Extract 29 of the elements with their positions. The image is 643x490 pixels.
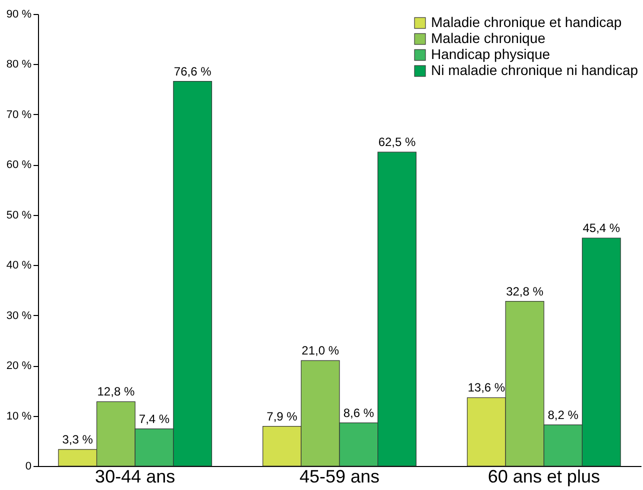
legend-label: Maladie chronique et handicap xyxy=(431,14,622,30)
x-tick-label: 45-59 ans xyxy=(299,466,380,486)
data-label: 62,5 % xyxy=(378,135,416,150)
data-label: 8,6 % xyxy=(343,406,374,420)
data-label: 12,8 % xyxy=(97,384,135,399)
data-label: 8,2 % xyxy=(548,408,579,422)
y-tick-label: 10 % xyxy=(6,410,32,422)
x-tick-label: 60 ans et plus xyxy=(488,466,600,486)
y-tick-label: 40 % xyxy=(6,260,32,272)
y-tick-label: 90 % xyxy=(6,8,32,20)
data-label: 21,0 % xyxy=(302,344,340,358)
x-tick-label: 30-44 ans xyxy=(95,466,176,486)
y-tick-label: 50 % xyxy=(6,209,32,222)
y-tick-label: 0 xyxy=(25,460,32,472)
data-label: 7,9 % xyxy=(266,409,298,424)
y-tick-label: 20 % xyxy=(6,360,32,372)
data-label: 13,6 % xyxy=(468,380,506,395)
legend-label: Maladie chronique xyxy=(431,30,546,46)
data-label: 76,6 % xyxy=(174,64,212,78)
data-label: 32,8 % xyxy=(506,284,544,298)
y-tick-label: 70 % xyxy=(6,108,32,121)
legend-label: Handicap physique xyxy=(431,46,550,62)
data-label: 3,3 % xyxy=(62,432,94,446)
data-label: 45,4 % xyxy=(582,220,620,235)
legend-label: Ni maladie chronique ni handicap xyxy=(431,62,638,78)
y-tick-label: 60 % xyxy=(6,159,32,172)
y-tick-label: 80 % xyxy=(6,58,32,71)
y-tick-label: 30 % xyxy=(6,310,32,322)
data-label: 7,4 % xyxy=(138,412,170,426)
